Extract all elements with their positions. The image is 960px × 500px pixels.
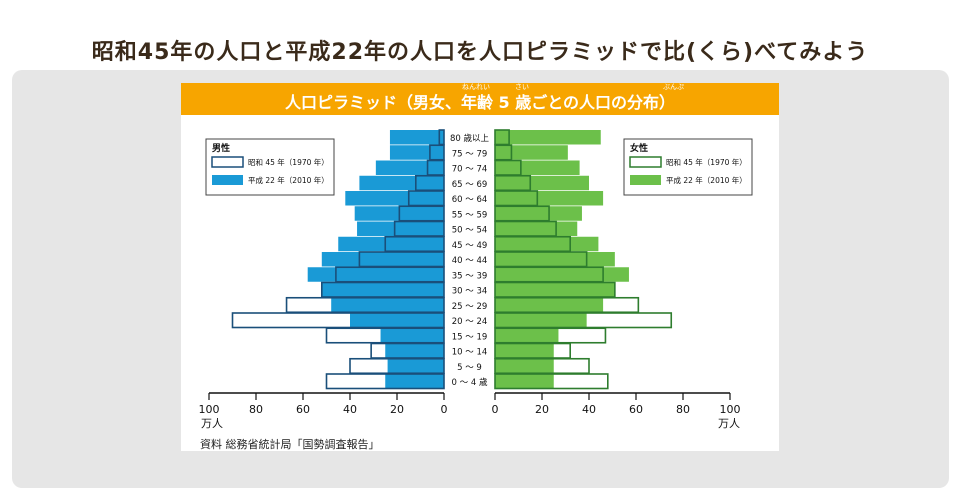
male-2010-bar	[307, 267, 444, 282]
male-2010-bar	[338, 236, 444, 252]
axis-unit-right: 万人	[718, 417, 740, 430]
male-axis-tick-label: 80	[249, 403, 263, 416]
female-2010-bar	[495, 130, 601, 145]
female-2010-bar	[495, 297, 604, 313]
legend-female-filled-label: 平成 22 年（2010 年）	[666, 175, 747, 185]
legend-male-filled-swatch	[212, 175, 243, 185]
legend-female-outline-swatch	[629, 156, 662, 168]
legend-male: 男性 昭和 45 年（1970 年） 平成 22 年（2010 年）	[205, 138, 335, 196]
male-axis-tick-label: 100	[199, 403, 220, 416]
female-axis-tick-label: 100	[720, 403, 741, 416]
female-2010-bar	[495, 236, 599, 252]
age-group-label: 45 ～ 49	[452, 241, 488, 251]
age-group-label: 30 ～ 34	[452, 287, 488, 297]
female-axis-tick-label: 0	[492, 403, 499, 416]
male-2010-bar	[359, 175, 444, 191]
female-2010-bar	[495, 313, 587, 328]
male-2010-bar	[331, 297, 444, 313]
legend-female: 女性 昭和 45 年（1970 年） 平成 22 年（2010 年）	[623, 138, 753, 196]
female-axis-tick-label: 60	[629, 403, 643, 416]
female-2010-bar	[495, 252, 615, 267]
female-2010-bar	[495, 221, 578, 236]
male-2010-bar	[389, 145, 444, 160]
age-group-label: 80 歳以上	[450, 133, 490, 144]
female-1970-bar	[494, 373, 609, 390]
age-group-label: 65 ～ 69	[452, 180, 488, 190]
female-2010-bar	[495, 206, 582, 221]
male-2010-bar	[321, 282, 444, 297]
male-2010-bar	[375, 160, 444, 175]
age-group-label: 70 ～ 74	[452, 165, 488, 175]
chart-banner: ねんれい さい ぶんぷ 人口ピラミッド（男女、年齢 5 歳ごとの人口の分布）	[181, 83, 779, 115]
male-2010-bar	[385, 343, 444, 358]
legend-male-outline-label: 昭和 45 年（1970 年）	[248, 157, 329, 167]
age-group-label: 20 ～ 24	[452, 317, 488, 327]
legend-male-heading: 男性	[212, 142, 230, 154]
age-group-label: 5 ～ 9	[457, 363, 482, 373]
ruby-nenrei: ねんれい	[462, 83, 490, 91]
male-2010-bar	[389, 130, 444, 145]
source-note: 資料 総務省統計局「国勢調査報告」	[200, 438, 380, 451]
age-group-label: 40 ～ 44	[452, 256, 488, 266]
male-2010-bar	[357, 221, 444, 236]
banner-title: 人口ピラミッド（男女、年齢 5 歳ごとの人口の分布）	[284, 93, 676, 112]
legend-female-filled-swatch	[630, 175, 661, 185]
female-axis-tick-label: 20	[535, 403, 549, 416]
legend-male-filled-label: 平成 22 年（2010 年）	[248, 175, 329, 185]
female-axis-tick-label: 40	[582, 403, 596, 416]
age-group-label: 15 ～ 19	[452, 332, 488, 342]
female-2010-bar	[495, 145, 568, 160]
male-2010-bar	[345, 191, 444, 206]
age-group-label: 60 ～ 64	[452, 195, 488, 205]
female-2010-bar	[495, 267, 629, 282]
axis-unit-left: 万人	[201, 417, 223, 430]
age-group-label: 0 ～ 4 歳	[452, 377, 488, 388]
legend-female-outline-label: 昭和 45 年（1970 年）	[666, 157, 747, 167]
legend-male-outline-swatch	[211, 156, 244, 168]
male-2010-bar	[350, 313, 444, 328]
female-2010-bar	[495, 343, 554, 358]
male-axis-tick-label: 0	[441, 403, 448, 416]
male-2010-bar	[387, 358, 444, 374]
male-axis-tick-label: 40	[343, 403, 357, 416]
male-2010-bar	[321, 252, 444, 267]
male-axis-tick-label: 20	[390, 403, 404, 416]
female-axis-tick-label: 80	[676, 403, 690, 416]
female-2010-bar	[495, 328, 559, 343]
male-1970-bar	[325, 373, 445, 390]
age-group-label: 75 ～ 79	[452, 149, 488, 159]
female-2010-bar	[495, 191, 604, 206]
age-group-label: 10 ～ 14	[452, 348, 488, 358]
female-2010-bar	[495, 358, 554, 374]
female-2010-bar	[495, 175, 589, 191]
age-group-label: 25 ～ 29	[452, 302, 488, 312]
ruby-bunpu: ぶんぷ	[663, 83, 684, 91]
age-group-label: 55 ～ 59	[452, 210, 488, 220]
male-axis-tick-label: 60	[296, 403, 310, 416]
page-title: 昭和45年の人口と平成22年の人口を人口ピラミッドで比(くら)べてみよう	[91, 40, 869, 65]
legend-female-heading: 女性	[630, 142, 648, 154]
male-2010-bar	[380, 328, 444, 343]
ruby-sai: さい	[515, 83, 529, 91]
female-2010-bar	[495, 374, 554, 389]
age-group-label: 35 ～ 39	[452, 271, 488, 281]
female-2010-bar	[495, 282, 615, 297]
age-group-label: 50 ～ 54	[452, 226, 488, 236]
male-2010-bar	[385, 374, 444, 389]
female-2010-bar	[495, 160, 580, 175]
